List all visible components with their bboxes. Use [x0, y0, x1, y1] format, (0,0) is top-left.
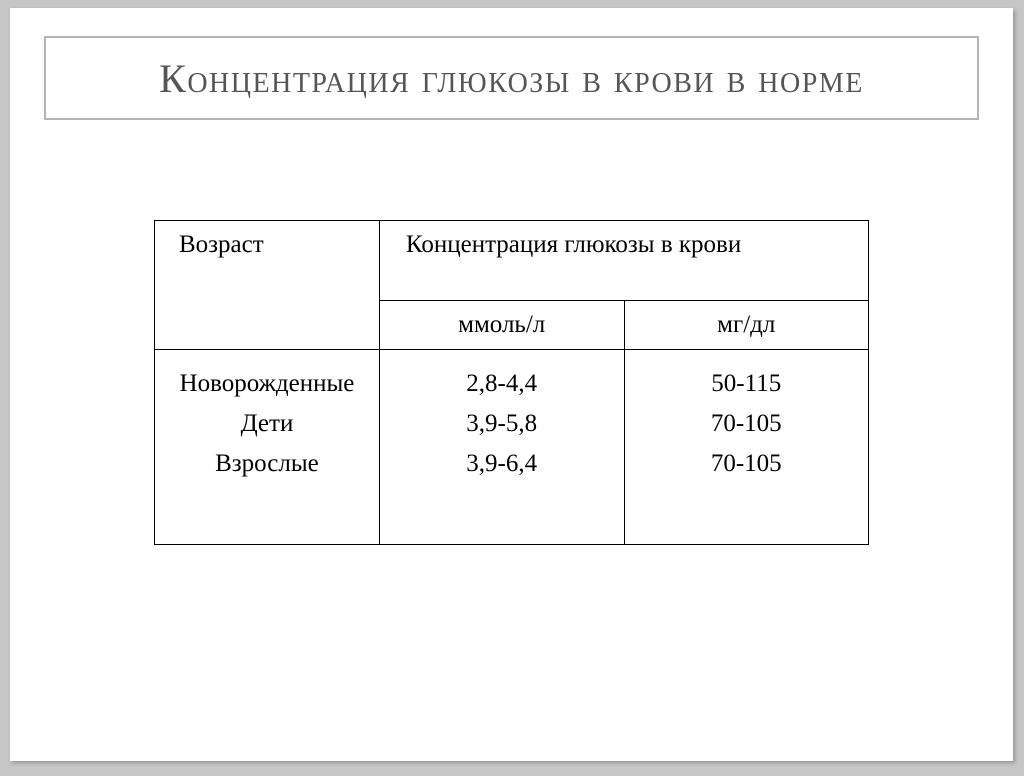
mmol-1: 3,9-5,8	[390, 404, 614, 444]
table-data-row: Новорожденные Дети Взрослые 2,8-4,4 3,9-…	[155, 350, 869, 545]
mgdl-2: 70-105	[635, 444, 859, 484]
mmol-2: 3,9-6,4	[390, 444, 614, 484]
mgdl-1: 70-105	[635, 404, 859, 444]
cell-mmol: 2,8-4,4 3,9-5,8 3,9-6,4	[379, 350, 624, 545]
header-unit-mmol: ммоль/л	[379, 301, 624, 350]
age-group-1: Дети	[165, 404, 369, 444]
header-concentration: Концентрация глюкозы в крови	[379, 221, 868, 301]
slide-title: Концентрация глюкозы в крови в норме	[56, 56, 967, 102]
table-zone: Возраст Концентрация глюкозы в крови ммо…	[44, 220, 979, 545]
header-unit-mgdl: мг/дл	[624, 301, 869, 350]
mmol-0: 2,8-4,4	[390, 364, 614, 404]
table-header-row-1: Возраст Концентрация глюкозы в крови	[155, 221, 869, 301]
mgdl-0: 50-115	[635, 364, 859, 404]
title-container: Концентрация глюкозы в крови в норме	[44, 36, 979, 120]
age-group-0: Новорожденные	[165, 364, 369, 404]
slide: Концентрация глюкозы в крови в норме Воз…	[10, 8, 1013, 761]
glucose-table: Возраст Концентрация глюкозы в крови ммо…	[154, 220, 869, 545]
age-group-2: Взрослые	[165, 444, 369, 484]
cell-mgdl: 50-115 70-105 70-105	[624, 350, 869, 545]
cell-age-groups: Новорожденные Дети Взрослые	[155, 350, 380, 545]
header-age: Возраст	[155, 221, 380, 350]
